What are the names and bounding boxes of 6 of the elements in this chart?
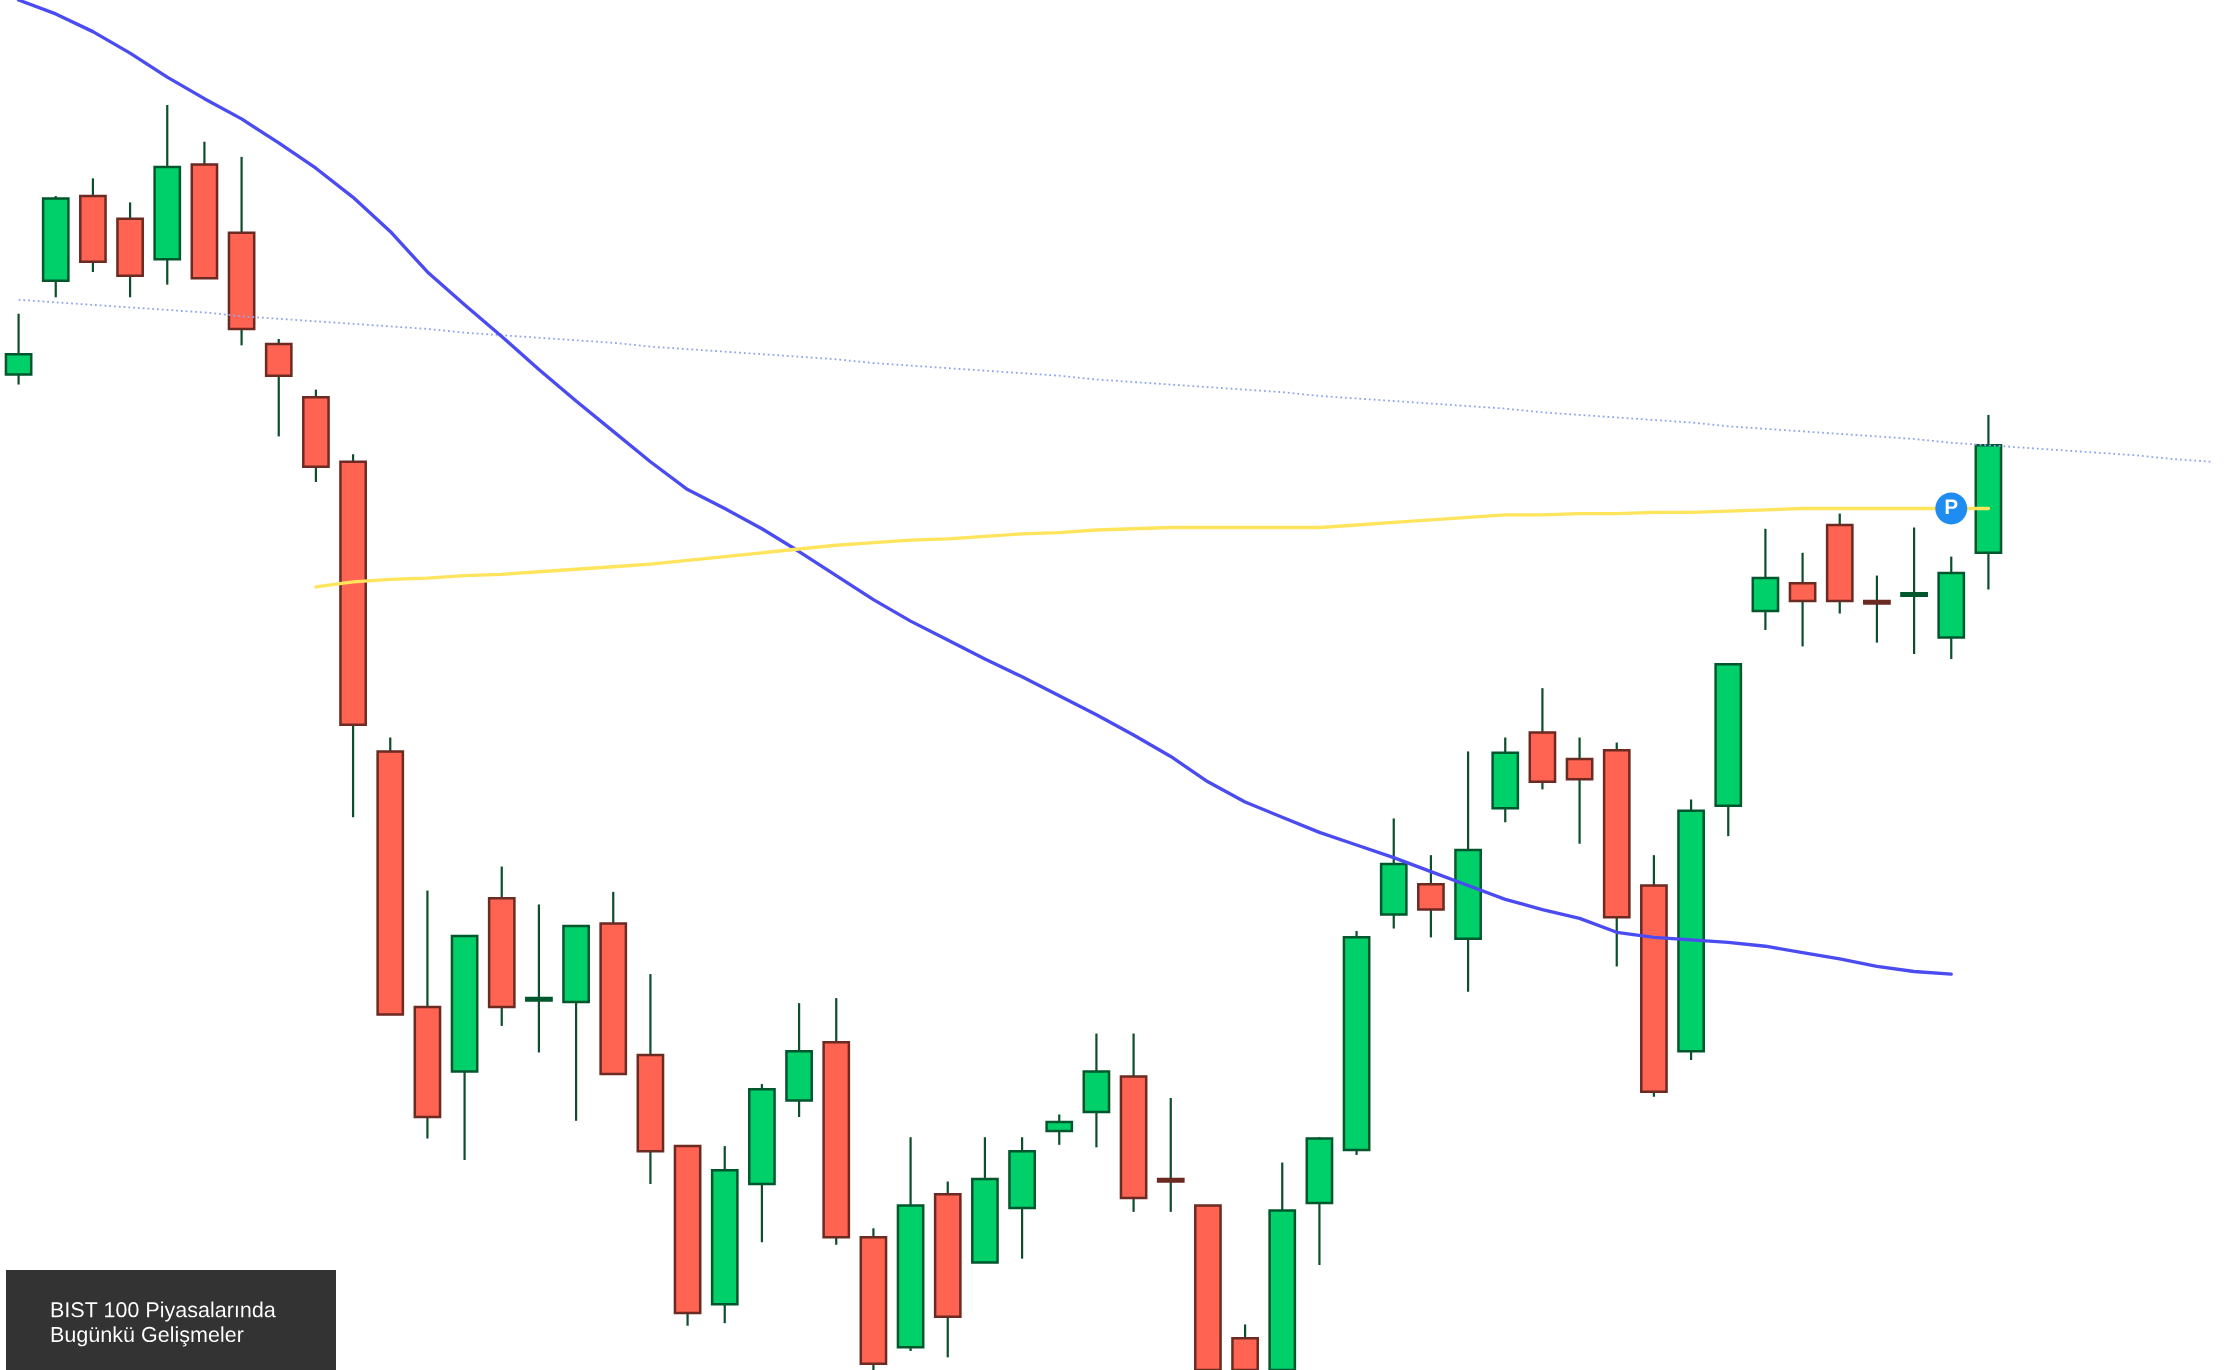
candlestick — [1900, 526, 1928, 656]
candlestick — [1156, 1096, 1185, 1213]
candlestick — [525, 903, 553, 1054]
series-label: P — [1945, 499, 1958, 514]
annotation: BIST 100 Piyasalarında Bugünkü Gelişmeler — [51, 1301, 276, 1347]
candlestick — [1863, 574, 1891, 644]
